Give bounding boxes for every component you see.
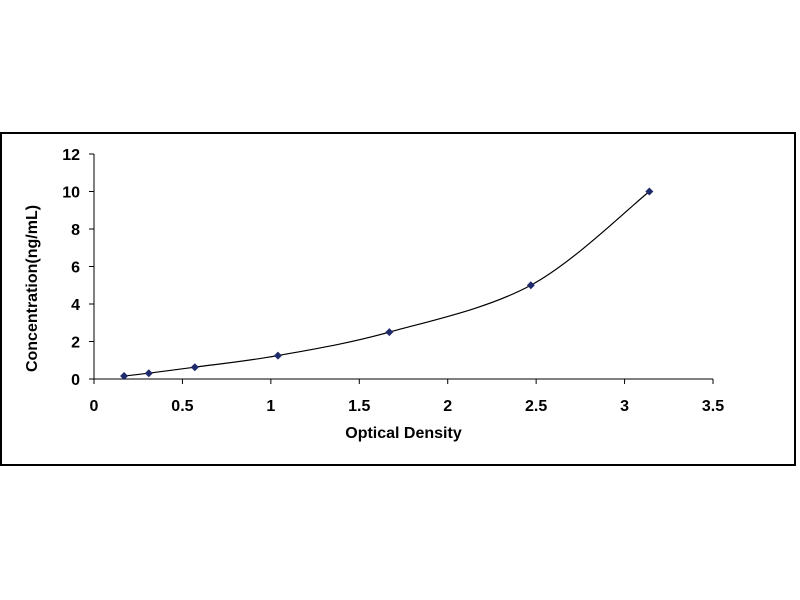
data-point xyxy=(526,281,535,290)
y-tick-label: 8 xyxy=(71,222,80,239)
axes xyxy=(93,154,713,380)
x-tick-label: 2 xyxy=(443,398,452,415)
data-point xyxy=(645,187,654,196)
x-tick-label: 1 xyxy=(266,398,275,415)
x-ticks: 0 0.5 1 1.5 2 2.5 3 3.5 xyxy=(90,379,724,415)
y-tick-label: 2 xyxy=(71,335,80,352)
data-point xyxy=(273,351,282,360)
x-tick-label: 1.5 xyxy=(348,398,370,415)
y-ticks: 0 2 4 6 8 10 12 xyxy=(62,147,94,389)
data-points xyxy=(120,187,654,380)
y-tick-label: 10 xyxy=(62,185,80,202)
x-tick-label: 2.5 xyxy=(525,398,547,415)
chart-frame: 0 2 4 6 8 10 12 0 0.5 1 1.5 2 2.5 3 3.5 Optical Densi… xyxy=(0,132,796,466)
data-point xyxy=(385,328,394,337)
data-point xyxy=(144,369,153,378)
x-tick-label: 0 xyxy=(90,398,99,415)
chart-canvas: 0 2 4 6 8 10 12 0 0.5 1 1.5 2 2.5 3 3.5 Optical Densi… xyxy=(24,147,724,442)
data-point xyxy=(190,363,199,372)
y-tick-label: 6 xyxy=(71,260,80,277)
x-axis-title: Optical Density xyxy=(345,425,462,442)
x-tick-label: 3 xyxy=(620,398,629,415)
trend-curve xyxy=(123,191,650,377)
y-tick-label: 0 xyxy=(71,372,80,389)
y-axis-title: Concentration(ng/mL) xyxy=(24,205,41,372)
x-tick-label: 0.5 xyxy=(171,398,193,415)
y-tick-label: 12 xyxy=(62,147,80,164)
y-tick-label: 4 xyxy=(71,297,80,314)
data-point xyxy=(120,372,129,380)
x-tick-label: 3.5 xyxy=(702,398,724,415)
